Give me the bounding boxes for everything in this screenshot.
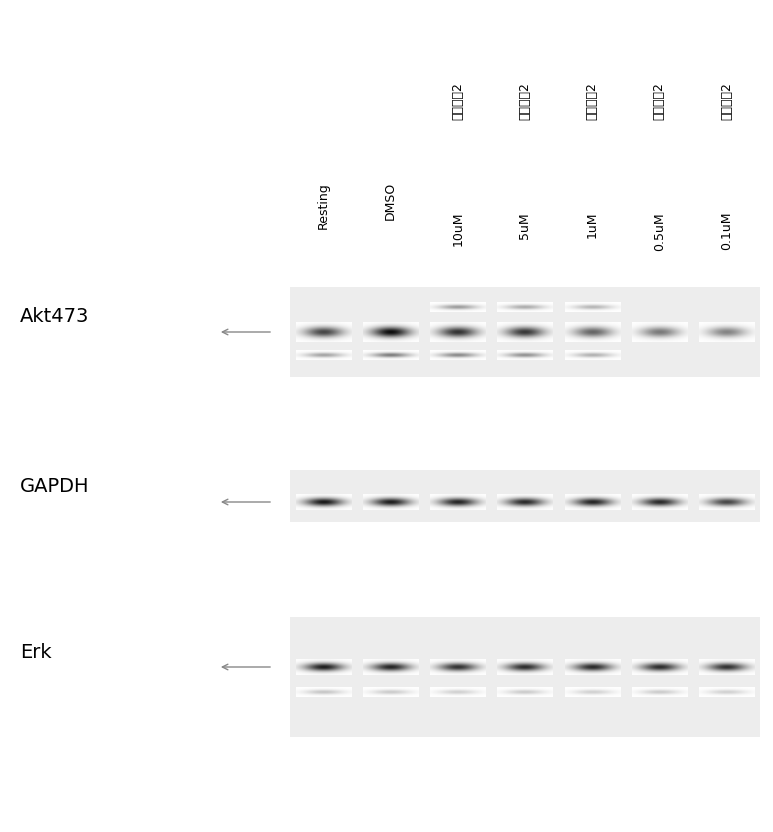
Text: Akt473: Akt473	[20, 308, 90, 326]
Text: 白术内酯2: 白术内酯2	[519, 82, 532, 120]
Bar	[290, 470, 760, 522]
Text: GAPDH: GAPDH	[20, 478, 90, 497]
Text: 5uM: 5uM	[519, 212, 532, 239]
Text: Resting: Resting	[317, 182, 330, 229]
Text: 白术内酯2: 白术内酯2	[720, 82, 733, 120]
Bar	[290, 287, 760, 377]
Text: 1uM: 1uM	[586, 212, 598, 239]
Bar	[290, 617, 760, 737]
Text: DMSO: DMSO	[384, 182, 397, 220]
Text: 白术内酯2: 白术内酯2	[652, 82, 666, 120]
Text: 0.5uM: 0.5uM	[652, 212, 666, 250]
Text: 10uM: 10uM	[451, 212, 465, 246]
Text: 白术内酯2: 白术内酯2	[451, 82, 465, 120]
Text: 白术内酯2: 白术内酯2	[586, 82, 598, 120]
Text: Erk: Erk	[20, 642, 52, 661]
Text: 0.1uM: 0.1uM	[720, 212, 733, 250]
